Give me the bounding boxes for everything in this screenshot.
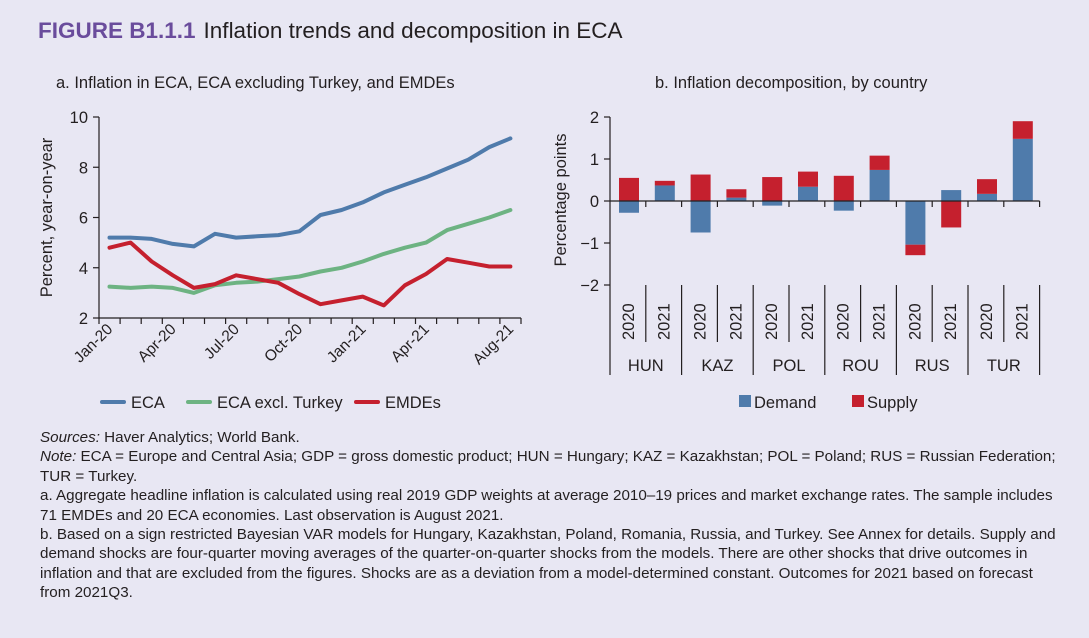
country-label: ROU (842, 357, 879, 375)
y-tick-label: −1 (580, 235, 599, 253)
bar-demand (798, 186, 818, 201)
bar-supply (726, 189, 747, 198)
bar-supply (619, 177, 639, 201)
legend-item: ECA excl. Turkey (186, 394, 343, 412)
bar-demand (619, 201, 639, 213)
y-tick-label: −2 (580, 277, 599, 295)
figure-notes: Sources: Haver Analytics; World Bank. No… (40, 428, 1060, 603)
y-tick-label: 2 (590, 109, 599, 127)
y-tick-label: 10 (70, 109, 88, 127)
figure-number: FIGURE B1.1.1 (38, 18, 196, 43)
bar-supply (977, 179, 997, 194)
legend-item: Supply (852, 394, 918, 412)
figure-title: FIGURE B1.1.1 Inflation trends and decomp… (38, 18, 623, 44)
bar-supply (905, 244, 926, 256)
year-label: 2020 (978, 303, 996, 340)
y-tick-label: 2 (79, 310, 88, 328)
year-label: 2021 (799, 303, 817, 340)
bar-supply (941, 201, 962, 228)
bar-demand (941, 190, 962, 201)
legend-label: ECA excl. Turkey (217, 394, 343, 412)
y-tick-label: 1 (590, 151, 599, 169)
bar-supply (798, 171, 818, 187)
bar-supply (762, 177, 783, 201)
bar-supply (690, 174, 711, 201)
bar-demand (1012, 138, 1033, 201)
legend-item: EMDEs (354, 394, 441, 412)
year-label: 2021 (656, 303, 674, 340)
country-label: POL (772, 357, 805, 375)
year-label: 2020 (692, 303, 710, 340)
bar-demand (869, 169, 890, 201)
y-tick-label: 8 (79, 159, 88, 177)
note-text: ECA = Europe and Central Asia; GDP = gro… (40, 448, 1056, 485)
sources-note: Sources: Haver Analytics; World Bank. (40, 428, 1060, 447)
y-tick-label: 6 (79, 210, 88, 228)
bar-demand (654, 185, 675, 201)
y-axis-title: Percentage points (552, 133, 570, 266)
note-b: b. Based on a sign restricted Bayesian V… (40, 526, 1056, 602)
legend-item: Demand (739, 394, 816, 412)
panel-a-title: a. Inflation in ECA, ECA excluding Turke… (56, 74, 455, 92)
bar-demand (690, 201, 711, 233)
year-label: 2020 (906, 303, 924, 340)
sources-label: Sources: (40, 429, 100, 446)
year-label: 2021 (727, 303, 745, 340)
year-label: 2020 (620, 303, 638, 340)
bar-demand (833, 201, 854, 211)
figure-title-text: Inflation trends and decomposition in EC… (203, 18, 623, 43)
note-label: Note: (40, 448, 77, 466)
country-label: HUN (628, 357, 664, 375)
country-label: KAZ (701, 357, 733, 375)
legend-label: EMDEs (385, 394, 441, 412)
sources-text: Haver Analytics; World Bank. (99, 429, 300, 446)
country-label: TUR (987, 357, 1021, 375)
bar-demand (977, 193, 997, 201)
note-a: a. Aggregate headline inflation is calcu… (40, 487, 1053, 524)
legend-item: ECA (100, 394, 165, 412)
legend-label: Supply (867, 394, 918, 412)
bar-supply (833, 175, 854, 201)
panel-b-title: b. Inflation decomposition, by country (655, 74, 928, 92)
year-label: 2021 (942, 303, 960, 340)
legend-label: Demand (754, 394, 816, 412)
legend-swatch (739, 395, 751, 407)
y-tick-label: 0 (590, 193, 599, 211)
year-label: 2020 (763, 303, 781, 340)
y-axis-title: Percent, year-on-year (38, 137, 56, 297)
legend-swatch (852, 395, 864, 407)
y-tick-label: 4 (79, 260, 88, 278)
series-line-eca-excl-turkey (107, 208, 513, 295)
bar-demand (905, 201, 926, 245)
series-line-eca (107, 136, 513, 249)
country-label: RUS (915, 357, 950, 375)
legend-label: ECA (131, 394, 165, 412)
bar-supply (869, 155, 890, 170)
bar-supply (654, 180, 675, 186)
bar-demand (726, 197, 747, 201)
year-label: 2020 (835, 303, 853, 340)
bar-demand (762, 201, 783, 206)
series-line-emdes (107, 240, 513, 308)
bar-supply (1012, 121, 1033, 139)
year-label: 2021 (1014, 303, 1032, 340)
note: Note: ECA = Europe and Central Asia; GDP… (40, 447, 1060, 486)
year-label: 2021 (871, 303, 889, 340)
